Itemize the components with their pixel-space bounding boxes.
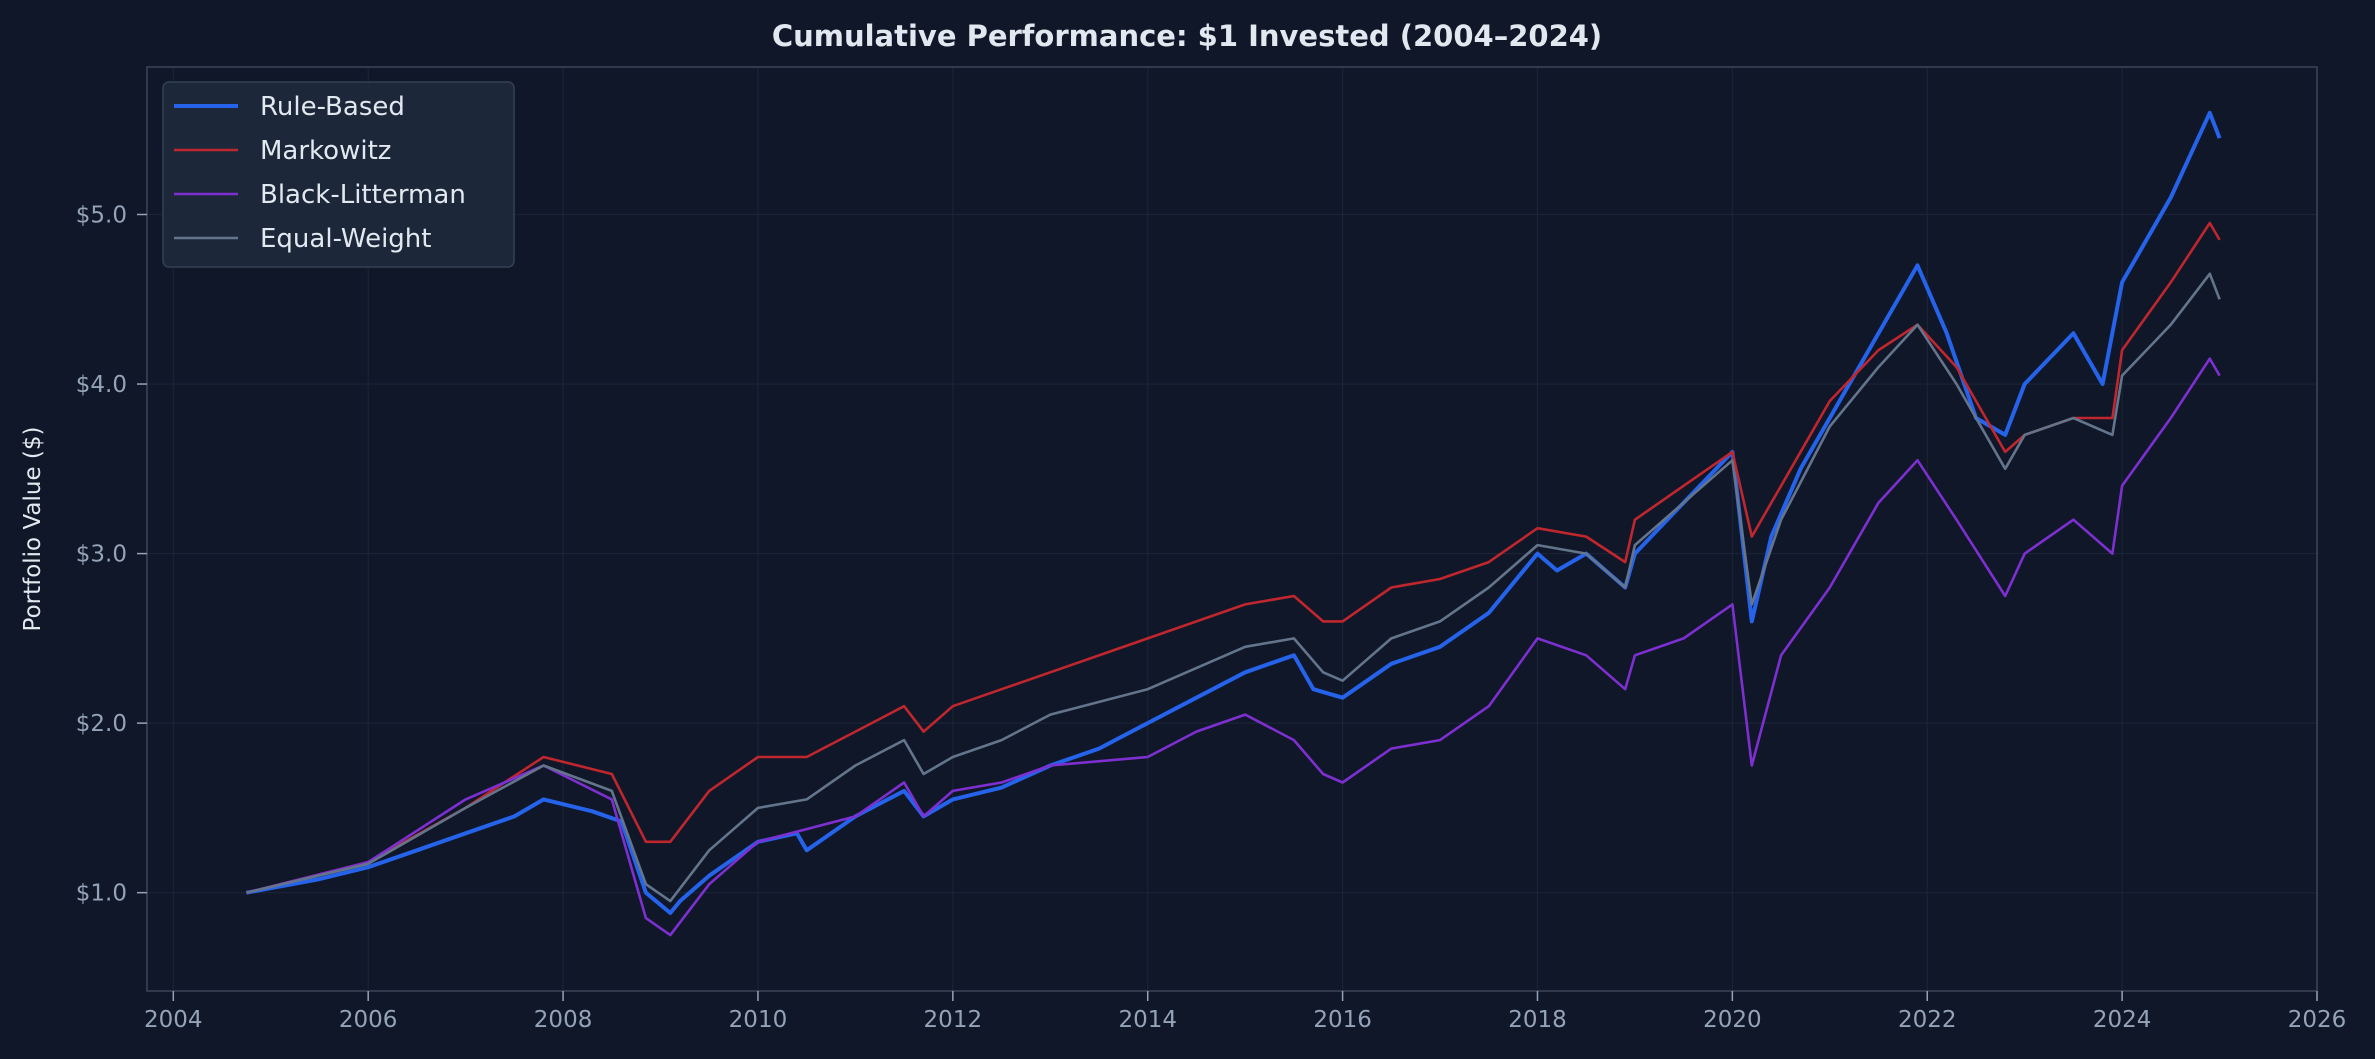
legend-label: Markowitz — [260, 136, 391, 166]
y-tick-label: $2.0 — [76, 711, 127, 737]
legend-label: Black-Litterman — [260, 180, 466, 210]
x-tick-label: 2008 — [534, 1007, 593, 1033]
x-tick-label: 2026 — [2288, 1007, 2347, 1033]
y-tick-label: $5.0 — [76, 203, 127, 229]
series-lines — [246, 110, 2222, 937]
x-tick-label: 2018 — [1508, 1007, 1567, 1033]
series-line-equal-weight — [246, 272, 2221, 903]
x-tick-label: 2006 — [339, 1007, 398, 1033]
plot-frame — [146, 66, 2318, 992]
series-line-markowitz — [246, 221, 2221, 894]
legend-label: Equal-Weight — [260, 224, 431, 254]
x-tick-label: 2004 — [144, 1007, 203, 1033]
y-tick-label: $1.0 — [76, 881, 127, 907]
x-tick-label: 2022 — [1898, 1007, 1957, 1033]
y-tick-label: $4.0 — [76, 372, 127, 398]
axis-ticks: 2004 2006 2008 2010 2012 2014 2016 2018 2020 2022… — [76, 203, 2346, 1033]
x-tick-label: 2024 — [2093, 1007, 2152, 1033]
series-line-black-litterman — [246, 357, 2221, 937]
chart-title: Cumulative Performance: $1 Invested (200… — [772, 19, 1602, 53]
grid — [147, 67, 2318, 991]
legend-box — [162, 81, 515, 268]
y-tick-label: $3.0 — [76, 542, 127, 568]
x-tick-label: 2016 — [1313, 1007, 1372, 1033]
x-tick-label: 2020 — [1703, 1007, 1762, 1033]
series-line-rule-based — [246, 110, 2222, 915]
legend-label: Rule-Based — [260, 92, 405, 122]
x-tick-label: 2010 — [729, 1007, 788, 1033]
y-axis-label: Portfolio Value ($) — [20, 427, 46, 632]
x-tick-label: 2014 — [1118, 1007, 1177, 1033]
legend: Rule-Based Markowitz Black-Litterman Equal-… — [162, 81, 515, 268]
x-tick-label: 2012 — [924, 1007, 983, 1033]
